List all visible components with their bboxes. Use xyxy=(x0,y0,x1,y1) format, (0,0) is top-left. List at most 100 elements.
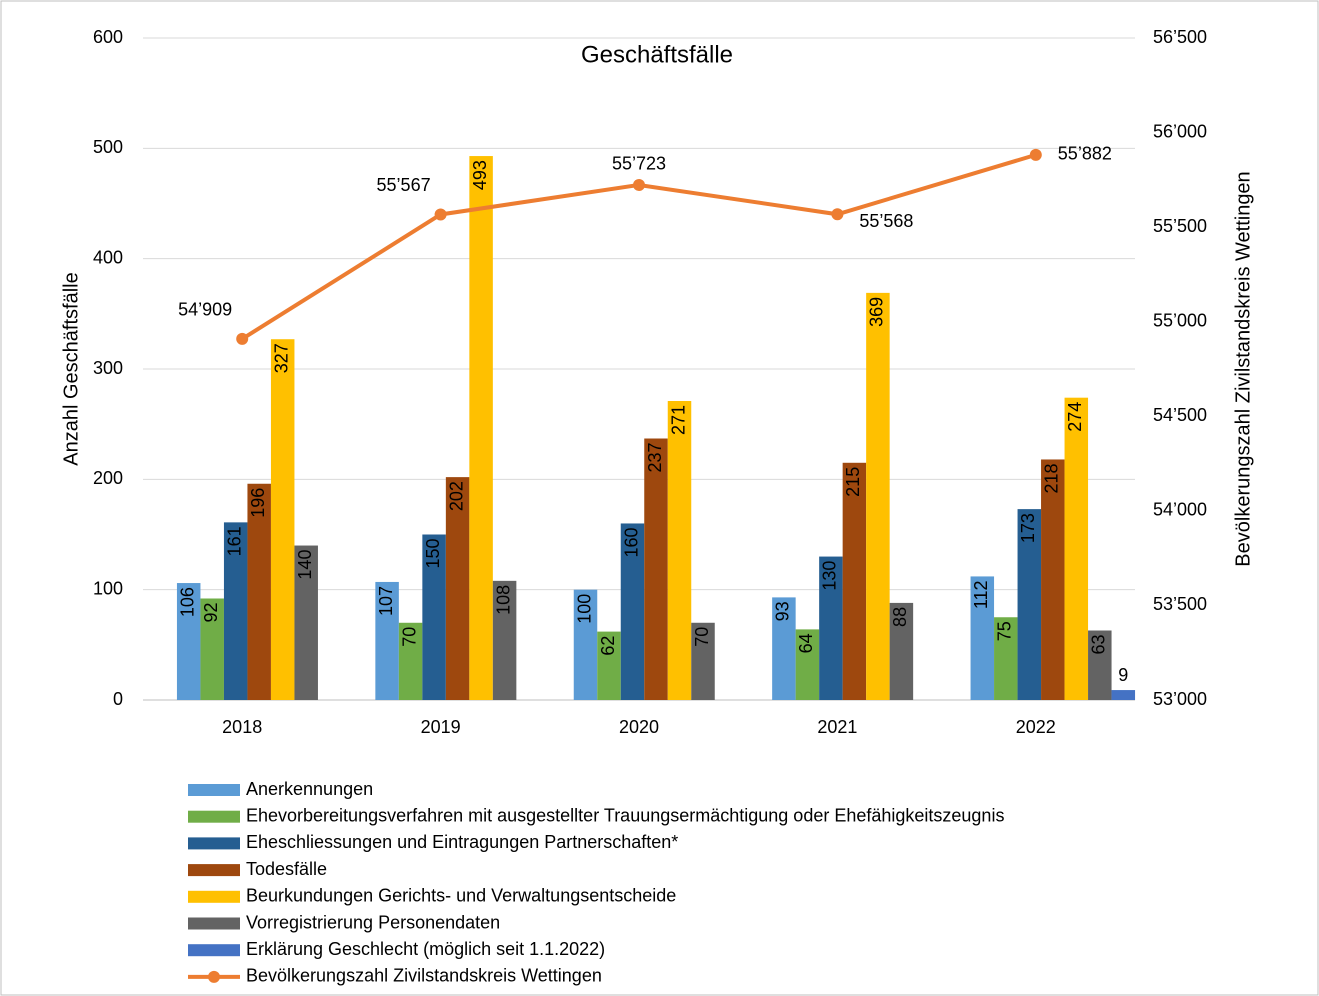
y-tick-label: 500 xyxy=(93,137,123,157)
legend-swatch xyxy=(188,864,240,877)
legend-label: Anerkennungen xyxy=(246,779,373,799)
y-tick-label: 300 xyxy=(93,358,123,378)
bar xyxy=(667,400,692,700)
bar-value-label: 150 xyxy=(423,539,443,569)
chart-title: Geschäftsfälle xyxy=(581,41,733,68)
bar-value-label: 100 xyxy=(574,594,594,624)
bar-value-label: 75 xyxy=(995,621,1015,641)
x-tick-label: 2021 xyxy=(817,717,857,737)
bar xyxy=(1111,690,1136,700)
bar xyxy=(445,477,470,700)
line-point xyxy=(434,208,447,221)
y2-tick-label: 56’000 xyxy=(1153,121,1207,141)
bar xyxy=(644,438,668,700)
bar xyxy=(492,580,517,700)
bar xyxy=(573,589,598,700)
bar xyxy=(691,622,715,700)
bar-value-label: 215 xyxy=(843,467,863,497)
bar-value-label: 140 xyxy=(295,550,315,580)
bar-value-label: 62 xyxy=(598,636,618,656)
legend-swatch xyxy=(188,784,240,796)
legend-swatch xyxy=(188,890,240,903)
y2-tick-label: 55’500 xyxy=(1153,216,1207,236)
y-axis-title: Anzahl Geschäftsfälle xyxy=(60,272,82,465)
bar xyxy=(620,523,645,700)
bar-value-label: 271 xyxy=(668,405,688,435)
bar-value-label: 106 xyxy=(177,587,197,617)
bar-value-label: 161 xyxy=(224,526,244,556)
line-point xyxy=(1029,148,1042,161)
bar-value-label: 88 xyxy=(890,607,910,627)
line-point xyxy=(633,178,645,191)
bar xyxy=(1088,630,1112,700)
legend-swatch xyxy=(188,810,240,823)
bar xyxy=(889,602,914,700)
bar xyxy=(795,629,820,700)
legend-label: Eheschliessungen und Eintragungen Partne… xyxy=(246,832,678,852)
y2-tick-label: 54’500 xyxy=(1153,405,1207,425)
y2-tick-label: 56’500 xyxy=(1153,27,1207,47)
bar xyxy=(1041,459,1065,700)
bar-value-label: 218 xyxy=(1042,463,1062,493)
bar-value-label: 112 xyxy=(971,580,991,609)
bar xyxy=(970,576,995,700)
bar-value-label: 274 xyxy=(1065,402,1085,432)
line-value-label: 55’723 xyxy=(612,154,666,174)
legend-label: Ehevorbereitungsverfahren mit ausgestell… xyxy=(246,805,1004,825)
line-point xyxy=(831,208,844,221)
legend-swatch xyxy=(188,944,240,957)
bar-value-label: 107 xyxy=(376,586,396,616)
bar xyxy=(247,483,271,700)
bar xyxy=(200,598,224,700)
legend-label: Erklärung Geschlecht (möglich seit 1.1.2… xyxy=(246,939,605,959)
x-tick-label: 2020 xyxy=(619,717,659,737)
bar xyxy=(398,622,423,700)
legend-swatch xyxy=(188,917,240,930)
legend-label: Vorregistrierung Personendaten xyxy=(246,912,500,932)
y-tick-label: 600 xyxy=(93,27,123,47)
bar xyxy=(294,545,318,700)
bar-value-label: 130 xyxy=(820,561,840,591)
bar xyxy=(223,522,248,700)
line-value-label: 55’882 xyxy=(1058,144,1112,164)
y-tick-label: 200 xyxy=(93,468,123,488)
bar-value-label: 92 xyxy=(201,602,221,622)
bar xyxy=(1064,397,1089,700)
y2-axis-title: Bevölkerungszahl Zivilstandskreis Wettin… xyxy=(1232,171,1254,566)
y2-tick-label: 53’500 xyxy=(1153,594,1207,614)
bar xyxy=(176,583,201,700)
bar xyxy=(866,292,890,700)
bar-value-label: 327 xyxy=(271,343,291,373)
bar xyxy=(375,581,399,700)
bar xyxy=(994,617,1018,700)
legend-swatch xyxy=(208,970,220,983)
bar xyxy=(1017,509,1042,700)
bar-value-label: 173 xyxy=(1018,513,1038,543)
bar xyxy=(772,597,796,700)
bar-value-label: 160 xyxy=(621,527,641,557)
y-tick-label: 100 xyxy=(93,578,123,598)
bar xyxy=(842,462,867,700)
bar xyxy=(422,534,446,700)
line-value-label: 54’909 xyxy=(178,300,232,320)
legend-swatch xyxy=(188,837,240,850)
x-tick-label: 2018 xyxy=(222,717,262,737)
bar-value-label: 93 xyxy=(773,601,793,621)
bar xyxy=(597,631,621,700)
bar-value-label: 237 xyxy=(645,443,665,473)
y2-tick-label: 55’000 xyxy=(1153,310,1207,330)
y-tick-label: 0 xyxy=(113,689,123,709)
bar-value-label: 202 xyxy=(446,481,466,511)
line-value-label: 55’567 xyxy=(377,175,431,195)
bar-value-label: 108 xyxy=(493,585,513,615)
x-tick-label: 2019 xyxy=(421,717,461,737)
legend-label: Beurkundungen Gerichts- und Verwaltungse… xyxy=(246,886,676,906)
bar-value-label: 70 xyxy=(692,627,712,647)
bar-value-label: 63 xyxy=(1089,634,1109,654)
bar xyxy=(469,156,493,701)
legend-label: Todesfälle xyxy=(246,859,327,879)
y2-tick-label: 54’000 xyxy=(1153,500,1207,520)
bar-value-label: 196 xyxy=(248,488,268,518)
bar-value-label: 70 xyxy=(399,627,419,647)
